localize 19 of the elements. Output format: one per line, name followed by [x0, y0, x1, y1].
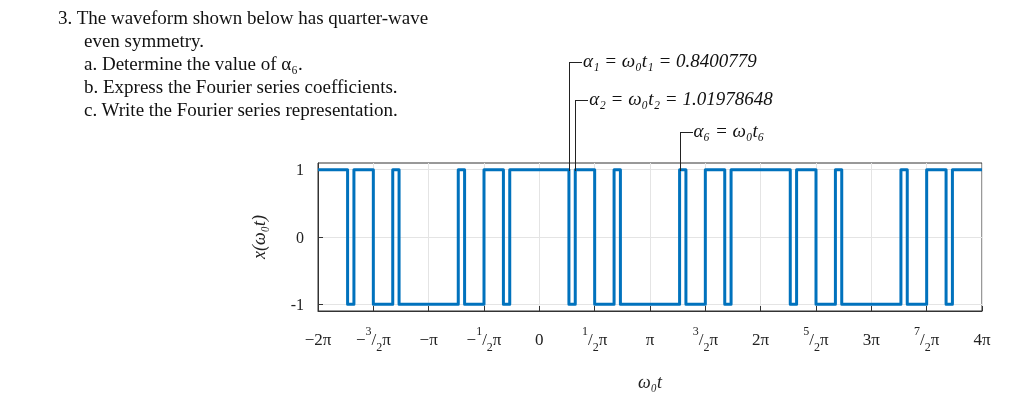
x-tick-label: 4π [973, 329, 991, 349]
chart-title: 3. The waveform shown below has quarter-wave even symmetry. [58, 6, 430, 52]
text: a. Determine the value of α₆. [83, 52, 304, 75]
x-tick-label: −π [419, 329, 439, 349]
x-tick-label: −2π [304, 329, 332, 349]
x-axis-title: ω₀t [638, 372, 663, 392]
text: b. Express the Fourier series coefficients. [83, 75, 399, 98]
x-tick-label: 3π [862, 329, 881, 349]
x-tick-label: π [645, 329, 655, 349]
y-tick-label: 0 [296, 228, 304, 246]
annotation: α₁ = ω₀t₁ = 0.8400779 [582, 50, 757, 72]
y-tick-label: 1 [296, 161, 304, 179]
y-tick-label: -1 [290, 295, 304, 313]
text: c. Write the Fourier series representation. [83, 98, 399, 121]
annotation: α₆ = ω₀t₆ [693, 119, 765, 142]
x-tick-label: 2π [752, 329, 770, 349]
x-tick-label: 0 [535, 329, 544, 349]
annotation: α₂ = ω₀t₂ = 1.01978648 [589, 88, 773, 110]
y-axis-title: x(ω₀t) [249, 215, 270, 260]
